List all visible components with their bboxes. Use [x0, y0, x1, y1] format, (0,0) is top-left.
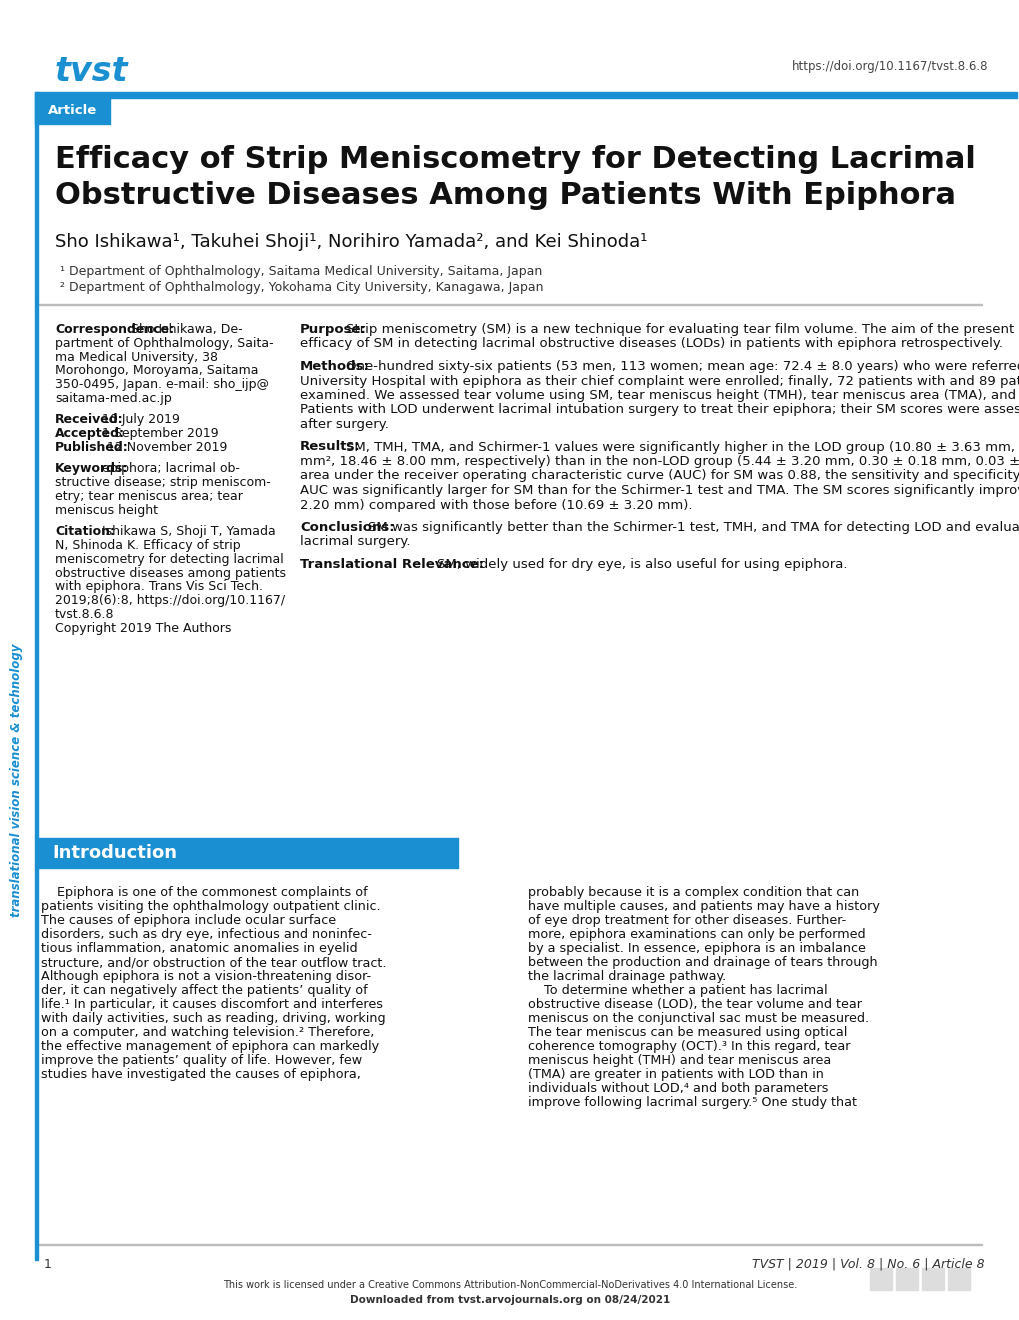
Text: after surgery.: after surgery.: [300, 418, 388, 432]
Text: meniscus on the conjunctival sac must be measured.: meniscus on the conjunctival sac must be…: [528, 1012, 868, 1026]
Text: Sho Ishikawa¹, Takuhei Shoji¹, Norihiro Yamada², and Kei Shinoda¹: Sho Ishikawa¹, Takuhei Shoji¹, Norihiro …: [55, 234, 647, 251]
Bar: [35, 98, 110, 124]
Bar: [38, 838, 458, 869]
Text: 10 July 2019: 10 July 2019: [98, 413, 180, 426]
Text: studies have investigated the causes of epiphora,: studies have investigated the causes of …: [41, 1068, 361, 1081]
Text: Strip meniscometry (SM) is a new technique for evaluating tear film volume. The : Strip meniscometry (SM) is a new techniq…: [345, 323, 1019, 337]
Text: have multiple causes, and patients may have a history: have multiple causes, and patients may h…: [528, 900, 879, 913]
Text: 2.20 mm) compared with those before (10.69 ± 3.20 mm).: 2.20 mm) compared with those before (10.…: [300, 499, 692, 511]
Text: Introduction: Introduction: [52, 843, 177, 862]
Text: etry; tear meniscus area; tear: etry; tear meniscus area; tear: [55, 490, 243, 503]
Text: translational vision science & technology: translational vision science & technolog…: [10, 643, 23, 916]
Text: To determine whether a patient has lacrimal: To determine whether a patient has lacri…: [528, 983, 826, 997]
Text: (TMA) are greater in patients with LOD than in: (TMA) are greater in patients with LOD t…: [528, 1068, 823, 1081]
Text: obstructive disease (LOD), the tear volume and tear: obstructive disease (LOD), the tear volu…: [528, 998, 861, 1011]
Text: Keywords:: Keywords:: [55, 462, 128, 475]
Text: meniscometry for detecting lacrimal: meniscometry for detecting lacrimal: [55, 553, 283, 566]
Text: saitama-med.ac.jp: saitama-med.ac.jp: [55, 392, 171, 405]
Text: Translational Relevance:: Translational Relevance:: [300, 558, 484, 572]
Text: Downloaded from tvst.arvojournals.org on 08/24/2021: Downloaded from tvst.arvojournals.org on…: [350, 1295, 669, 1305]
Text: 350-0495, Japan. e-mail: sho_ijp@: 350-0495, Japan. e-mail: sho_ijp@: [55, 379, 269, 391]
Text: with epiphora. Trans Vis Sci Tech.: with epiphora. Trans Vis Sci Tech.: [55, 581, 263, 594]
Text: SM, TMH, TMA, and Schirmer-1 values were significantly higher in the LOD group (: SM, TMH, TMA, and Schirmer-1 values were…: [345, 441, 1019, 454]
Text: Epiphora is one of the commonest complaints of: Epiphora is one of the commonest complai…: [41, 886, 367, 899]
Text: 12 November 2019: 12 November 2019: [103, 441, 227, 454]
Text: AUC was significantly larger for SM than for the Schirmer-1 test and TMA. The SM: AUC was significantly larger for SM than…: [300, 484, 1019, 498]
Text: structure, and/or obstruction of the tear outflow tract.: structure, and/or obstruction of the tea…: [41, 956, 386, 969]
Text: obstructive diseases among patients: obstructive diseases among patients: [55, 566, 285, 579]
Text: epiphora; lacrimal ob-: epiphora; lacrimal ob-: [98, 462, 240, 475]
Text: patients visiting the ophthalmology outpatient clinic.: patients visiting the ophthalmology outp…: [41, 900, 380, 913]
Text: efficacy of SM in detecting lacrimal obstructive diseases (LODs) in patients wit: efficacy of SM in detecting lacrimal obs…: [300, 338, 1002, 351]
Text: meniscus height (TMH) and tear meniscus area: meniscus height (TMH) and tear meniscus …: [528, 1053, 830, 1067]
Text: One-hundred sixty-six patients (53 men, 113 women; mean age: 72.4 ± 8.0 years) w: One-hundred sixty-six patients (53 men, …: [345, 360, 1019, 374]
Text: lacrimal surgery.: lacrimal surgery.: [300, 536, 410, 549]
Text: Patients with LOD underwent lacrimal intubation surgery to treat their epiphora;: Patients with LOD underwent lacrimal int…: [300, 404, 1019, 417]
Text: Copyright 2019 The Authors: Copyright 2019 The Authors: [55, 622, 231, 635]
Text: The causes of epiphora include ocular surface: The causes of epiphora include ocular su…: [41, 913, 336, 927]
Bar: [869, 1269, 892, 1290]
Text: der, it can negatively affect the patients’ quality of: der, it can negatively affect the patien…: [41, 983, 367, 997]
Text: tious inflammation, anatomic anomalies in eyelid: tious inflammation, anatomic anomalies i…: [41, 942, 358, 954]
Text: SM, widely used for dry eye, is also useful for using epiphora.: SM, widely used for dry eye, is also use…: [436, 558, 847, 572]
Text: tvst.8.6.8: tvst.8.6.8: [55, 609, 114, 620]
Text: partment of Ophthalmology, Saita-: partment of Ophthalmology, Saita-: [55, 337, 273, 350]
Bar: [35, 92, 38, 1261]
Text: area under the receiver operating characteristic curve (AUC) for SM was 0.88, th: area under the receiver operating charac…: [300, 470, 1019, 483]
Text: University Hospital with epiphora as their chief complaint were enrolled; finall: University Hospital with epiphora as the…: [300, 375, 1019, 388]
Text: ma Medical University, 38: ma Medical University, 38: [55, 351, 218, 363]
Text: Morohongo, Moroyama, Saitama: Morohongo, Moroyama, Saitama: [55, 364, 258, 378]
Text: Purpose:: Purpose:: [300, 323, 367, 337]
Text: Although epiphora is not a vision-threatening disor-: Although epiphora is not a vision-threat…: [41, 970, 371, 983]
Text: of eye drop treatment for other diseases. Further-: of eye drop treatment for other diseases…: [528, 913, 846, 927]
Text: This work is licensed under a Creative Commons Attribution-NonCommercial-NoDeriv: This work is licensed under a Creative C…: [223, 1280, 796, 1290]
Text: improve the patients’ quality of life. However, few: improve the patients’ quality of life. H…: [41, 1053, 362, 1067]
Text: the effective management of epiphora can markedly: the effective management of epiphora can…: [41, 1040, 379, 1053]
Text: the lacrimal drainage pathway.: the lacrimal drainage pathway.: [528, 970, 726, 983]
Text: 1: 1: [44, 1258, 52, 1271]
Text: life.¹ In particular, it causes discomfort and interferes: life.¹ In particular, it causes discomfo…: [41, 998, 382, 1011]
Text: improve following lacrimal surgery.⁵ One study that: improve following lacrimal surgery.⁵ One…: [528, 1096, 856, 1109]
Text: SM was significantly better than the Schirmer-1 test, TMH, and TMA for detecting: SM was significantly better than the Sch…: [368, 521, 1019, 535]
Text: between the production and drainage of tears through: between the production and drainage of t…: [528, 956, 876, 969]
Bar: [921, 1269, 943, 1290]
Text: structive disease; strip meniscom-: structive disease; strip meniscom-: [55, 477, 270, 490]
Text: https://doi.org/10.1167/tvst.8.6.8: https://doi.org/10.1167/tvst.8.6.8: [791, 59, 987, 73]
Text: ¹ Department of Ophthalmology, Saitama Medical University, Saitama, Japan: ¹ Department of Ophthalmology, Saitama M…: [60, 265, 542, 279]
Text: The tear meniscus can be measured using optical: The tear meniscus can be measured using …: [528, 1026, 847, 1039]
Text: mm², 18.46 ± 8.00 mm, respectively) than in the non-LOD group (5.44 ± 3.20 mm, 0: mm², 18.46 ± 8.00 mm, respectively) than…: [300, 455, 1019, 469]
Text: probably because it is a complex condition that can: probably because it is a complex conditi…: [528, 886, 858, 899]
Text: 1 September 2019: 1 September 2019: [98, 428, 219, 440]
Text: Efficacy of Strip Meniscometry for Detecting Lacrimal: Efficacy of Strip Meniscometry for Detec…: [55, 145, 975, 174]
Text: coherence tomography (OCT).³ In this regard, tear: coherence tomography (OCT).³ In this reg…: [528, 1040, 850, 1053]
Text: tvst: tvst: [55, 55, 128, 88]
Text: Article: Article: [48, 104, 97, 117]
Text: examined. We assessed tear volume using SM, tear meniscus height (TMH), tear men: examined. We assessed tear volume using …: [300, 389, 1019, 403]
Bar: [895, 1269, 917, 1290]
Text: Obstructive Diseases Among Patients With Epiphora: Obstructive Diseases Among Patients With…: [55, 181, 955, 210]
Bar: [947, 1269, 969, 1290]
Text: Methods:: Methods:: [300, 360, 370, 374]
Text: Ishikawa S, Shoji T, Yamada: Ishikawa S, Shoji T, Yamada: [98, 525, 276, 539]
Text: Citation:: Citation:: [55, 525, 115, 539]
Text: with daily activities, such as reading, driving, working: with daily activities, such as reading, …: [41, 1012, 385, 1026]
Text: meniscus height: meniscus height: [55, 504, 158, 517]
Text: Correspondence:: Correspondence:: [55, 323, 174, 337]
Text: TVST | 2019 | Vol. 8 | No. 6 | Article 8: TVST | 2019 | Vol. 8 | No. 6 | Article 8: [752, 1258, 984, 1271]
Text: individuals without LOD,⁴ and both parameters: individuals without LOD,⁴ and both param…: [528, 1082, 827, 1096]
Text: Results:: Results:: [300, 441, 361, 454]
Text: 2019;8(6):8, https://doi.org/10.1167/: 2019;8(6):8, https://doi.org/10.1167/: [55, 594, 285, 607]
Text: N, Shinoda K. Efficacy of strip: N, Shinoda K. Efficacy of strip: [55, 539, 240, 552]
Text: Accepted:: Accepted:: [55, 428, 125, 440]
Text: Published:: Published:: [55, 441, 128, 454]
Text: on a computer, and watching television.² Therefore,: on a computer, and watching television.²…: [41, 1026, 374, 1039]
Text: Received:: Received:: [55, 413, 123, 426]
Bar: [35, 92, 1016, 98]
Text: Sho Ishikawa, De-: Sho Ishikawa, De-: [127, 323, 243, 337]
Text: Conclusions:: Conclusions:: [300, 521, 394, 535]
Text: disorders, such as dry eye, infectious and noninfec-: disorders, such as dry eye, infectious a…: [41, 928, 372, 941]
Text: more, epiphora examinations can only be performed: more, epiphora examinations can only be …: [528, 928, 865, 941]
Text: by a specialist. In essence, epiphora is an imbalance: by a specialist. In essence, epiphora is…: [528, 942, 865, 954]
Text: ² Department of Ophthalmology, Yokohama City University, Kanagawa, Japan: ² Department of Ophthalmology, Yokohama …: [60, 281, 543, 294]
